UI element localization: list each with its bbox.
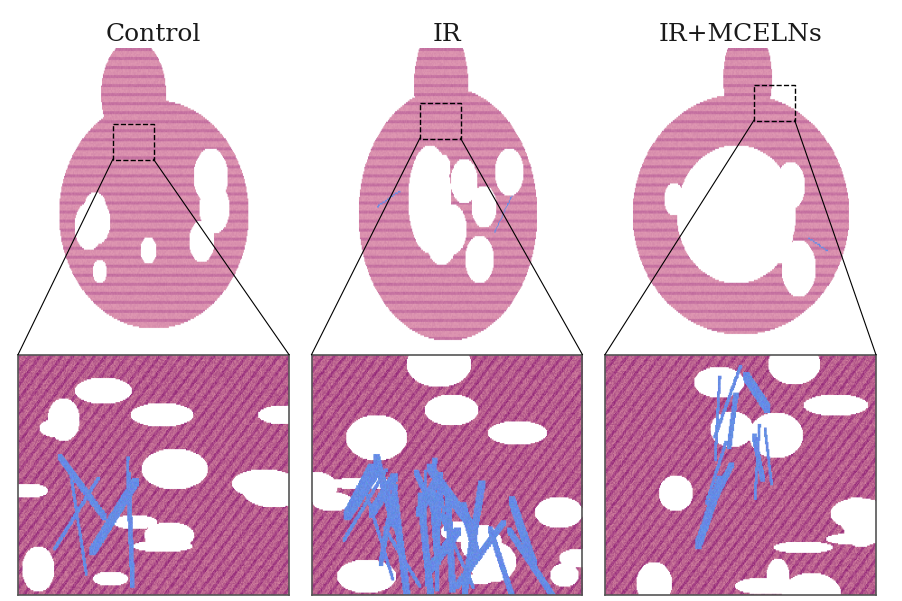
Bar: [420, 103, 461, 139]
Bar: [114, 124, 154, 160]
Title: IR: IR: [432, 23, 461, 46]
Title: IR+MCELNs: IR+MCELNs: [658, 23, 822, 46]
Title: Control: Control: [106, 23, 201, 46]
Bar: [754, 85, 795, 121]
